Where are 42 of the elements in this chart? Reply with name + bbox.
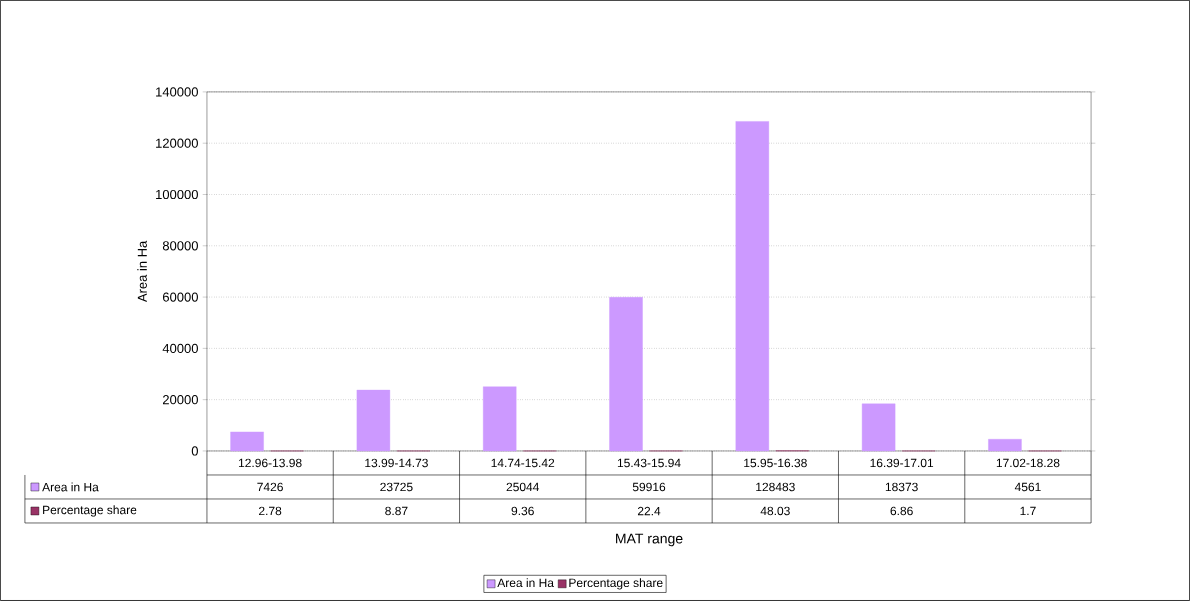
data-label: 6.86 <box>890 506 913 516</box>
data-label: 8.87 <box>385 506 408 516</box>
data-label: 128483 <box>756 482 795 492</box>
data-label: 7426 <box>257 482 283 492</box>
bar <box>861 403 896 452</box>
y-tick-label: 20000 <box>162 395 198 405</box>
y-tick-label: 40000 <box>162 343 198 354</box>
x-tick-label: 12.96-13.98 <box>238 458 302 468</box>
x-tick-label: 14.74-15.42 <box>491 458 555 468</box>
bar <box>988 439 1022 452</box>
x-tick-label: 15.95-16.38 <box>744 458 807 468</box>
y-tick-label: 80000 <box>162 241 198 251</box>
legend-label: Area in Ha <box>497 578 554 588</box>
data-label: 18373 <box>885 482 918 492</box>
bar <box>230 431 264 452</box>
data-label: 59916 <box>632 482 666 492</box>
data-label: 48.03 <box>760 506 790 516</box>
data-label: 23725 <box>380 482 413 492</box>
x-axis-title: MAT range <box>616 533 683 547</box>
bar <box>735 121 770 452</box>
y-tick-label: 100000 <box>156 189 198 200</box>
data-label: 2.78 <box>259 506 282 516</box>
x-tick-label: 17.02-18.28 <box>996 458 1060 468</box>
x-tick-label: 15.43-15.94 <box>617 458 681 468</box>
data-label: 9.36 <box>511 506 534 516</box>
y-tick-label: 140000 <box>156 87 198 97</box>
y-tick-label: 0 <box>191 446 198 456</box>
data-label: 1.7 <box>1020 506 1036 516</box>
y-tick-label: 60000 <box>162 292 198 302</box>
x-tick-label: 16.39-17.01 <box>870 458 934 468</box>
x-tick-label: 13.99-14.73 <box>365 458 428 468</box>
y-tick-label: 120000 <box>156 138 198 148</box>
bar <box>356 389 391 452</box>
data-label: 22.4 <box>637 506 661 516</box>
bar <box>609 297 643 452</box>
data-label: 25044 <box>506 482 540 492</box>
y-axis-title: Area in Ha <box>137 240 147 303</box>
text: Percentage share <box>43 505 137 517</box>
text: Area in Ha <box>42 482 99 492</box>
bar <box>483 386 517 452</box>
data-label: 4561 <box>1014 482 1041 492</box>
legend-label: Percentage share <box>569 578 663 590</box>
